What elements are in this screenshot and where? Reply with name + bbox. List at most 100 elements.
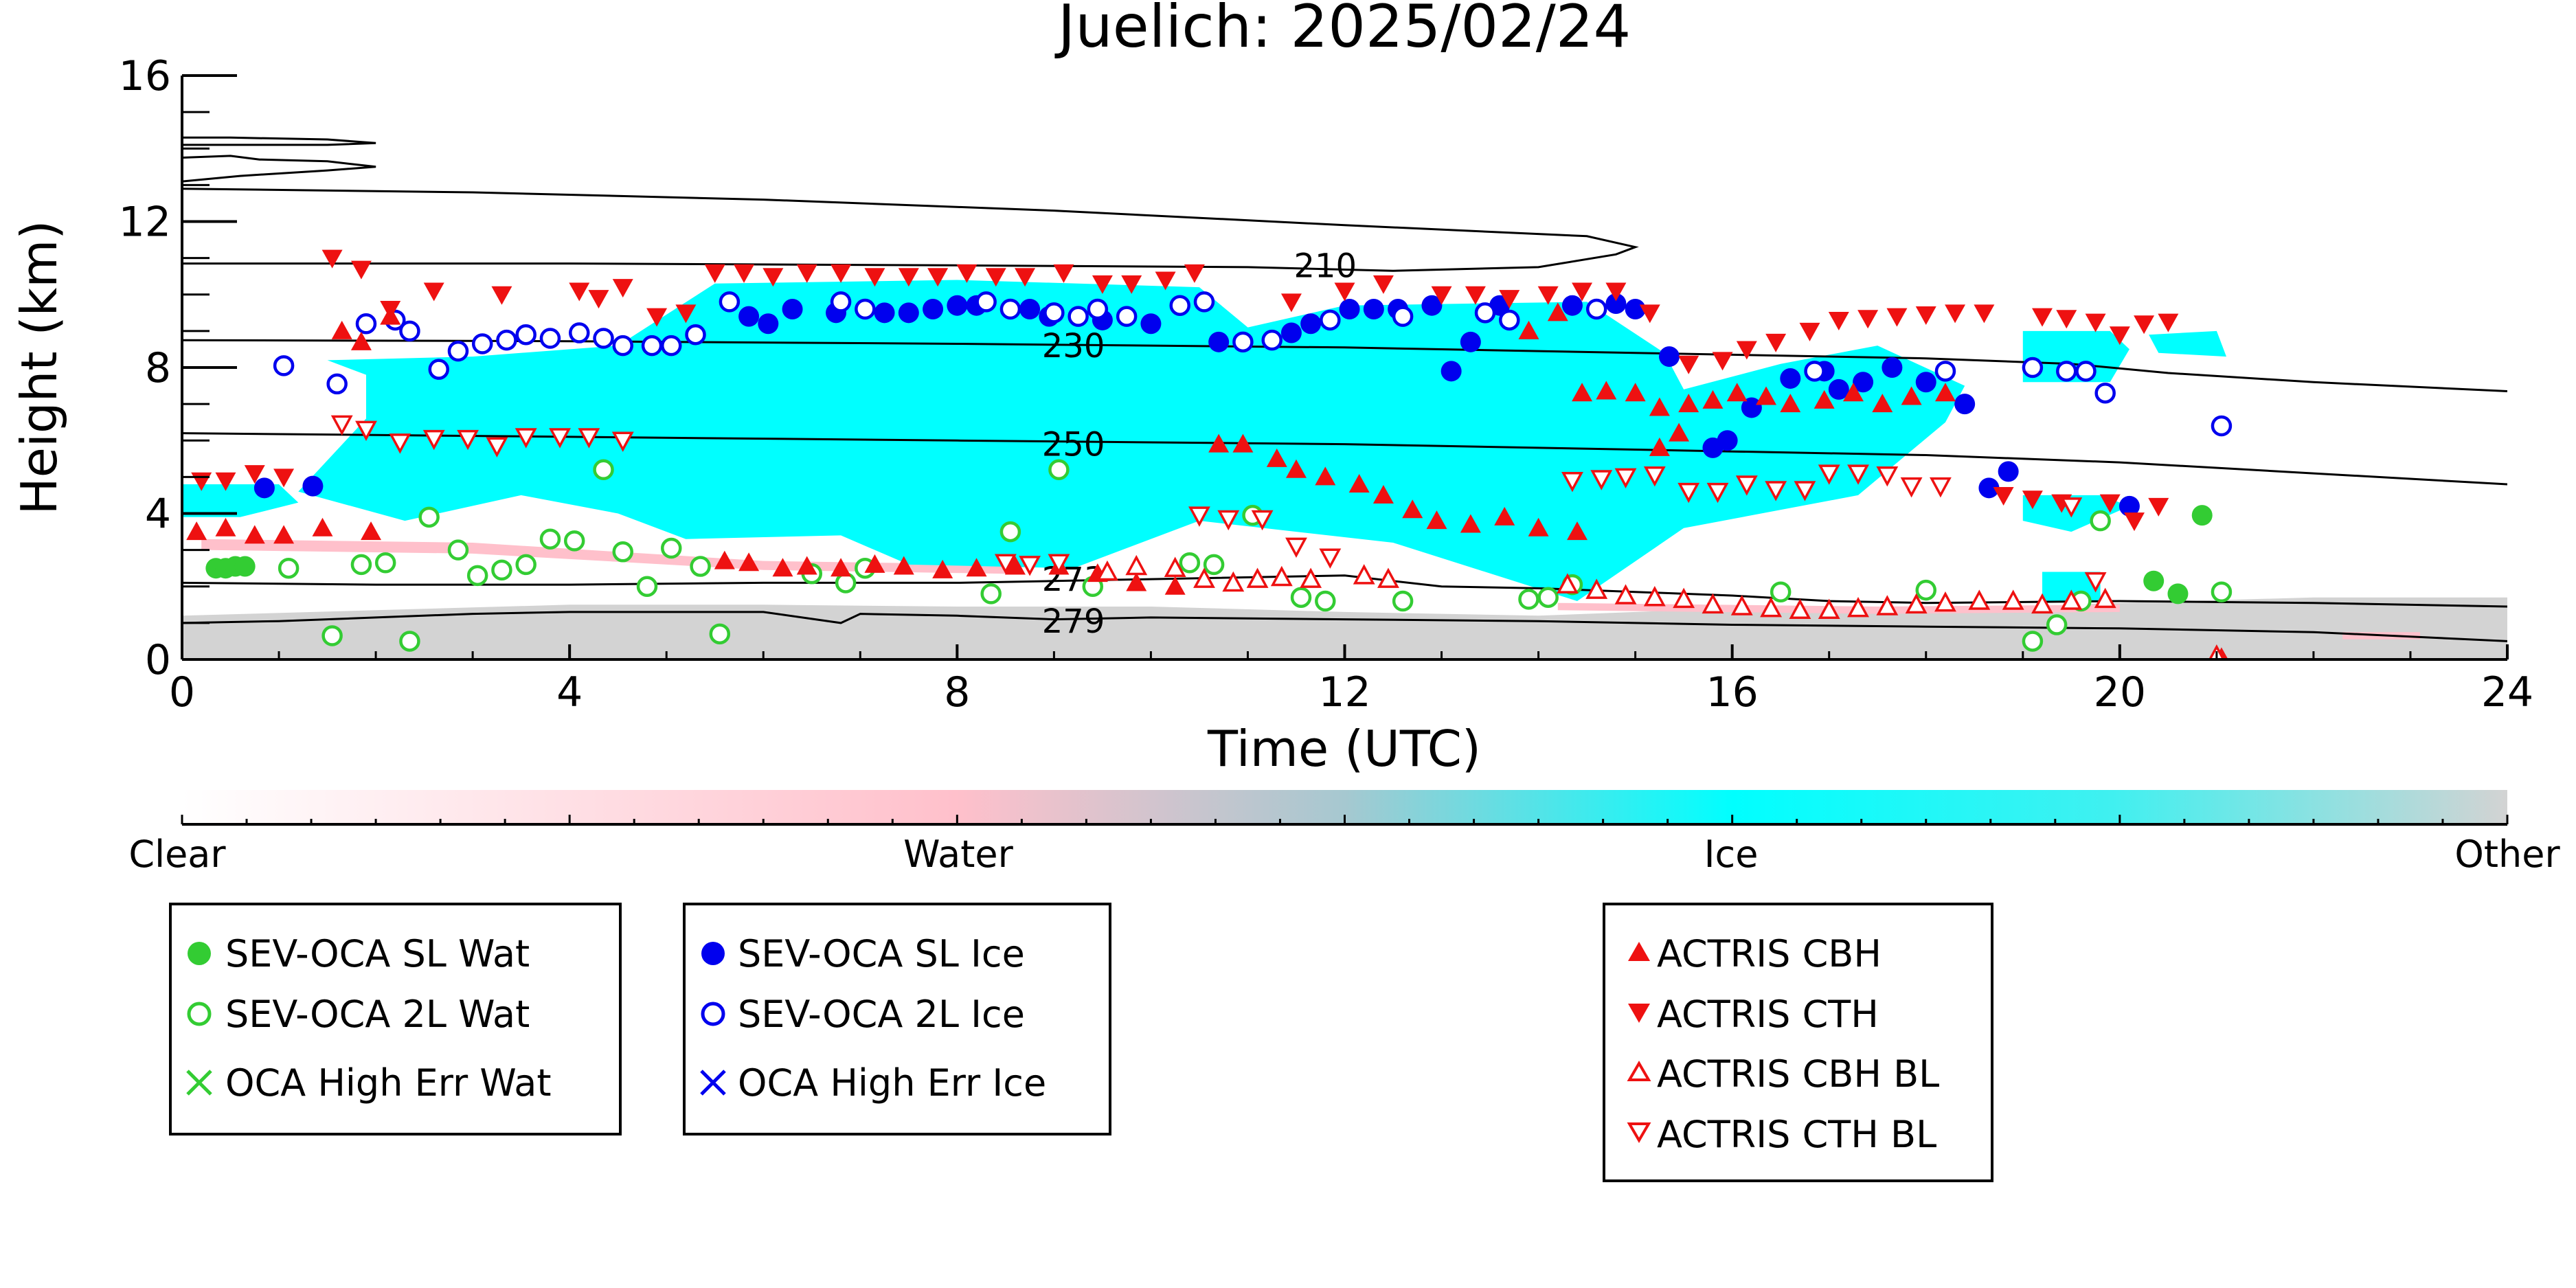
marker-sev-oca-2l-ice-38: [2056, 361, 2077, 382]
marker-actris-cth-14: [704, 264, 725, 283]
marker-actris-cbh-bl-22: [1905, 593, 1928, 614]
marker-actris-cth-24: [1015, 268, 1036, 287]
marker-sev-oca-2l-ice-16: [685, 324, 706, 346]
marker-actris-cbh-1: [215, 517, 236, 536]
marker-sev-oca-2l-wat-15: [661, 537, 682, 559]
x-tick-label-1: 4: [556, 668, 583, 716]
marker-sev-oca-2l-wat-39: [2090, 510, 2111, 532]
marker-actris-cth-bl-26: [1794, 481, 1816, 501]
marker-actris-cbh-9: [714, 550, 735, 569]
marker-sev-oca-2l-ice-41: [2211, 415, 2233, 437]
marker-actris-cth-bl-22: [1677, 482, 1700, 504]
marker-actris-cth-18: [831, 264, 852, 283]
marker-actris-cth-37: [1572, 282, 1593, 302]
marker-actris-cbh-3: [273, 525, 295, 544]
marker-actris-cth-bl-2: [389, 433, 411, 454]
marker-actris-cbh-bl-20: [1847, 596, 1869, 618]
marker-actris-cbh-13: [831, 558, 852, 577]
marker-actris-cth-7: [423, 282, 444, 302]
marker-sev-oca-2l-wat-9: [515, 554, 536, 576]
marker-actris-cbh-bl-18: [1789, 598, 1811, 620]
legend-water-box: [169, 903, 622, 1136]
marker-actris-cth-58: [2022, 490, 2043, 510]
marker-sev-oca-2l-wat-34: [1770, 581, 1792, 602]
legend-ice: SEV-OCA SL Ice SEV-OCA 2L Ice OCA High E…: [683, 903, 1111, 1136]
marker-actris-cbh-bl-27: [2060, 589, 2083, 610]
marker-sev-oca-2l-ice-21: [999, 298, 1021, 320]
marker-sev-oca-2l-wat-22: [999, 521, 1021, 543]
y-tick-label-0: 0: [145, 636, 171, 684]
marker-sev-oca-2l-wat-32: [1537, 587, 1559, 608]
marker-actris-cbh-bl-5: [1246, 567, 1269, 588]
legend-higherr-ice-marker: [700, 1070, 726, 1096]
marker-sev-oca-sl-ice-37: [1915, 372, 1936, 393]
marker-sev-oca-sl-ice-0: [253, 477, 275, 499]
marker-actris-cth-43: [1765, 333, 1787, 352]
marker-sev-oca-2l-wat-19: [835, 572, 857, 594]
marker-actris-cbh-49: [1872, 394, 1893, 413]
y-axis-label: Height (km): [10, 221, 68, 515]
x-ticks: 0 4 8 12 16 20 24: [169, 644, 2533, 716]
axes: 0 4 8 12 16 20 24 0 4 8 12 16: [119, 52, 2534, 716]
marker-actris-cth-bl-27: [1818, 464, 1840, 485]
marker-actris-cth-bl-14: [1217, 510, 1240, 531]
marker-sev-oca-2l-ice-8: [496, 329, 517, 351]
legend-sl-wat-label: SEV-OCA SL Wat: [225, 932, 530, 975]
marker-actris-cbh-53: [1649, 437, 1670, 456]
marker-sev-oca-sl-ice-21: [1421, 295, 1443, 316]
marker-actris-cth-48: [1915, 306, 1936, 325]
marker-sev-oca-sl-wat-3: [234, 556, 256, 577]
marker-sev-oca-2l-ice-13: [612, 335, 633, 357]
marker-actris-cbh-50: [1901, 386, 1922, 405]
marker-sev-oca-2l-wat-8: [491, 559, 512, 581]
marker-actris-cth-62: [2148, 497, 2169, 517]
marker-actris-cbh-32: [1460, 514, 1481, 533]
marker-actris-cbh-14: [864, 554, 885, 573]
marker-sev-oca-2l-wat-40: [2211, 581, 2233, 602]
marker-actris-cth-26: [1092, 275, 1113, 294]
marker-sev-oca-2l-ice-15: [661, 335, 682, 357]
contour-line-3: [182, 339, 2507, 392]
legend-ice-box: [683, 903, 1111, 1136]
y-tick-label-4: 16: [119, 52, 171, 100]
marker-actris-cbh-23: [1208, 433, 1230, 453]
marker-actris-cth-29: [1184, 264, 1205, 283]
legend-cbh-bl-label: ACTRIS CBH BL: [1657, 1052, 1939, 1096]
marker-actris-cbh-11: [772, 558, 793, 577]
marker-actris-cth-55: [2134, 315, 2155, 335]
contour-line-0: [182, 188, 1639, 272]
marker-actris-cth-30: [1280, 293, 1302, 313]
marker-actris-cbh-22: [1164, 576, 1186, 595]
marker-actris-cbh-2: [244, 525, 265, 544]
marker-actris-cth-bl-25: [1765, 481, 1787, 501]
marker-actris-cbh-44: [1726, 383, 1748, 402]
marker-actris-cbh-bl-4: [1222, 571, 1245, 592]
marker-actris-cth-9: [569, 282, 590, 302]
marker-actris-cth-60: [2099, 494, 2121, 513]
marker-sev-oca-sl-ice-23: [1460, 331, 1481, 352]
marker-actris-cbh-bl-7: [1300, 567, 1322, 588]
x-tick-label-5: 20: [2094, 668, 2146, 716]
marker-actris-cth-22: [956, 264, 978, 283]
marker-actris-cth-61: [2123, 512, 2145, 532]
marker-actris-cth-bl-3: [422, 429, 445, 451]
marker-actris-cth-27: [1121, 275, 1142, 294]
marker-sev-oca-2l-wat-13: [612, 541, 633, 563]
marker-actris-cth-bl-23: [1706, 482, 1729, 504]
marker-actris-cbh-48: [1842, 383, 1864, 402]
marker-actris-cbh-27: [1315, 466, 1336, 486]
marker-actris-cth-bl-18: [1561, 471, 1583, 493]
marker-actris-cbh-29: [1372, 484, 1394, 504]
marker-sev-oca-sl-ice-19: [1363, 299, 1384, 319]
marker-sev-oca-sl-ice-7: [898, 302, 919, 324]
marker-sev-oca-2l-ice-18: [830, 291, 852, 313]
marker-sev-oca-sl-ice-31: [1741, 397, 1762, 418]
marker-actris-cth-40: [1678, 355, 1699, 374]
contour-label-3: 230: [1042, 327, 1105, 365]
marker-sev-oca-2l-ice-11: [569, 322, 590, 343]
marker-sev-oca-sl-ice-6: [874, 302, 895, 324]
marker-actris-cth-bl-4: [457, 429, 479, 451]
marker-actris-cth-57: [1993, 486, 2014, 506]
